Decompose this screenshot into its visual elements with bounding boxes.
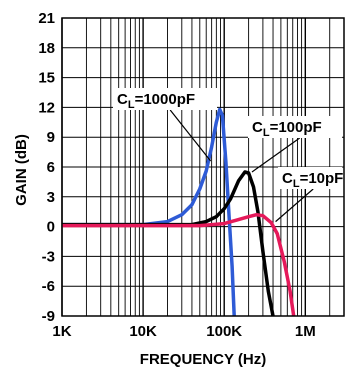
- series-lines: [62, 107, 296, 317]
- x-tick-label: 100K: [206, 323, 242, 340]
- y-tick-label: 9: [47, 129, 55, 146]
- annotation-background-1: [248, 116, 342, 138]
- y-tick-label: 12: [38, 99, 55, 116]
- series-line-1: [62, 170, 275, 317]
- annotation-leader-1: [251, 137, 301, 173]
- annotation-background-0: [113, 88, 217, 110]
- y-axis-title: GAIN (dB): [13, 134, 30, 206]
- annotation-leader-0: [169, 109, 212, 162]
- y-tick-label: 21: [38, 10, 55, 27]
- annotation-label-1: CL=100pF: [252, 119, 322, 139]
- x-tick-labels: 1K 10K 100K 1M: [52, 323, 315, 340]
- x-tick-label: 1K: [52, 323, 71, 340]
- x-tick-label: 1M: [295, 323, 316, 340]
- y-tick-label: -9: [42, 308, 55, 325]
- annotation-background-2: [278, 167, 342, 189]
- x-tick-label: 10K: [129, 323, 157, 340]
- y-tick-label: 15: [38, 70, 55, 87]
- annotation-leader-2: [275, 188, 314, 223]
- series-line-0: [62, 107, 236, 317]
- x-axis-title: FREQUENCY (Hz): [140, 351, 266, 368]
- y-tick-label: 6: [47, 159, 55, 176]
- y-tick-label: 3: [47, 189, 55, 206]
- annotation-label-0: CL=1000pF: [117, 91, 195, 111]
- series-annotations: CL=1000pF CL=100pF CL=10pF: [113, 88, 343, 223]
- y-tick-label: 18: [38, 40, 55, 57]
- series-line-2: [62, 212, 296, 317]
- y-tick-label: -3: [42, 248, 55, 265]
- annotation-label-2: CL=10pF: [282, 170, 343, 190]
- y-tick-label: -6: [42, 278, 55, 295]
- plot-frame: [61, 17, 345, 317]
- y-tick-label: 0: [47, 219, 55, 236]
- y-tick-labels: 21 18 15 12 9 6 3 0 -3 -6 -9: [38, 10, 55, 325]
